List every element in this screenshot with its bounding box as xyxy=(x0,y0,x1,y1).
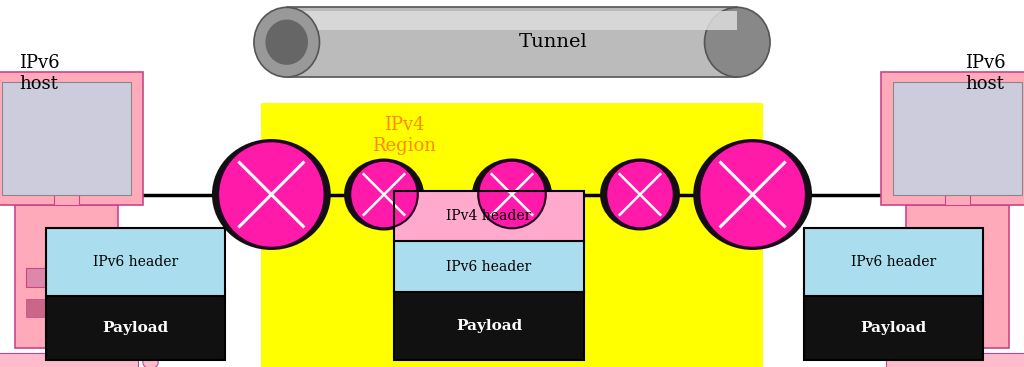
Bar xyxy=(893,82,1022,195)
Text: IPv6 header: IPv6 header xyxy=(93,255,178,269)
Text: IPv4
Region: IPv4 Region xyxy=(373,116,436,155)
Ellipse shape xyxy=(699,141,806,248)
Text: Payload: Payload xyxy=(860,321,927,335)
Bar xyxy=(394,191,584,360)
Bar xyxy=(804,296,983,360)
Text: IPv6 header: IPv6 header xyxy=(446,260,531,274)
Bar xyxy=(804,228,983,360)
Ellipse shape xyxy=(344,159,424,230)
Bar xyxy=(26,299,46,317)
Bar xyxy=(2,82,131,195)
Bar xyxy=(287,11,737,30)
Bar xyxy=(881,72,1024,205)
Ellipse shape xyxy=(606,161,674,228)
Ellipse shape xyxy=(693,139,812,250)
Text: IPv4 header: IPv4 header xyxy=(446,209,531,223)
Ellipse shape xyxy=(254,7,319,77)
Ellipse shape xyxy=(143,356,159,367)
Bar xyxy=(46,228,225,360)
Bar xyxy=(26,268,92,287)
Text: Payload: Payload xyxy=(102,321,169,335)
Bar xyxy=(394,191,584,241)
Text: IPv6
host: IPv6 host xyxy=(965,54,1006,93)
Bar xyxy=(394,292,584,360)
Ellipse shape xyxy=(212,139,331,250)
Bar xyxy=(886,353,1024,367)
Bar xyxy=(0,72,143,205)
Bar xyxy=(906,205,1009,348)
Bar xyxy=(46,228,225,296)
Bar xyxy=(394,241,584,292)
Text: IPv6
host: IPv6 host xyxy=(18,54,59,93)
Ellipse shape xyxy=(600,159,680,230)
Bar xyxy=(261,103,763,367)
Bar xyxy=(945,192,971,205)
Ellipse shape xyxy=(350,161,418,228)
Ellipse shape xyxy=(705,7,770,77)
Text: IPv6 header: IPv6 header xyxy=(851,255,936,269)
Text: Tunnel: Tunnel xyxy=(518,33,588,51)
Bar xyxy=(916,299,937,317)
Bar xyxy=(916,268,983,287)
Bar xyxy=(46,296,225,360)
Bar xyxy=(54,192,80,205)
Bar xyxy=(15,205,118,348)
Ellipse shape xyxy=(472,159,552,230)
Bar xyxy=(287,7,737,77)
Bar xyxy=(804,228,983,296)
Ellipse shape xyxy=(265,19,308,65)
Ellipse shape xyxy=(478,161,546,228)
Text: Payload: Payload xyxy=(456,319,522,333)
Ellipse shape xyxy=(218,141,325,248)
Bar xyxy=(0,353,138,367)
